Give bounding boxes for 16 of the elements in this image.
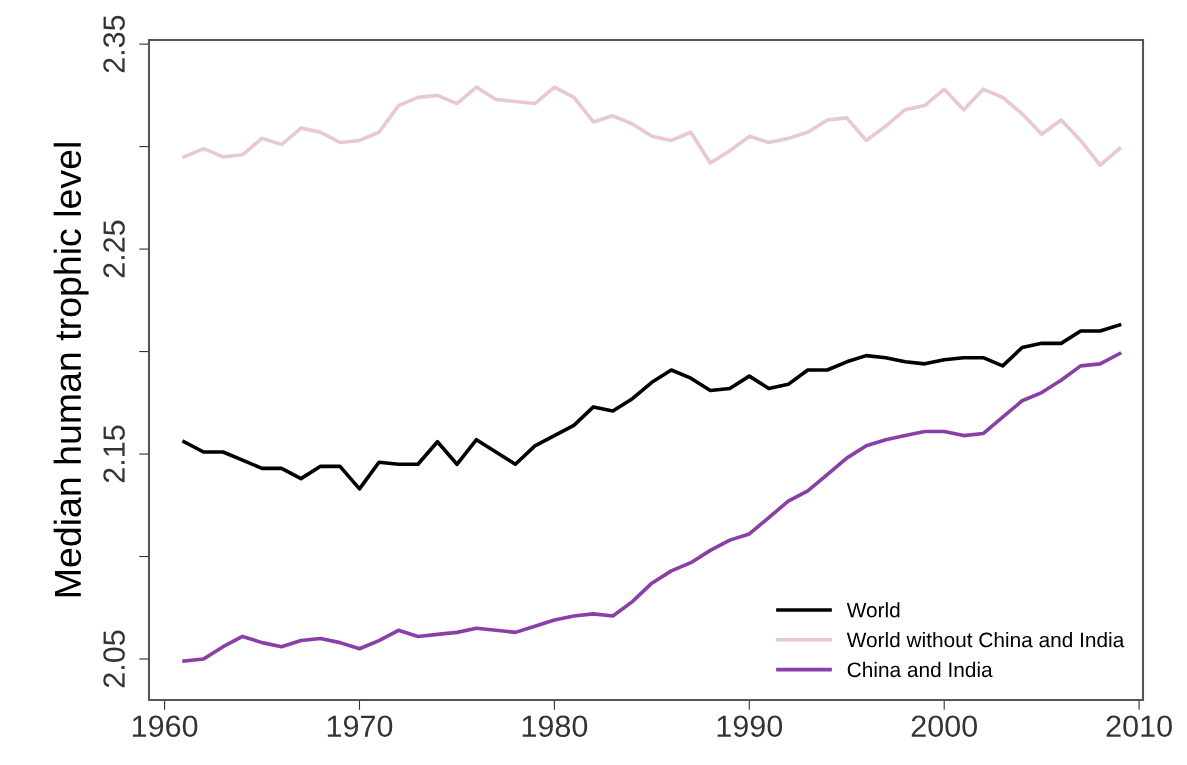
legend-label: World without China and India bbox=[846, 631, 1125, 648]
y-tick-label: 2.25 bbox=[103, 220, 125, 278]
legend-label: World bbox=[846, 602, 900, 618]
y-tick-label: 2.15 bbox=[103, 425, 125, 483]
y-tick-label: 2.05 bbox=[103, 630, 125, 688]
y-axis-title: Median human trophic level bbox=[53, 143, 89, 597]
x-tick-label: 1960 bbox=[132, 715, 198, 738]
legend-label: China and India bbox=[847, 661, 993, 678]
line-series bbox=[182, 85, 1122, 167]
x-tick-label: 1980 bbox=[522, 715, 588, 738]
x-tick-label: 1990 bbox=[717, 715, 783, 738]
x-tick-label: 1970 bbox=[327, 715, 393, 738]
x-tick-label: 2000 bbox=[911, 715, 977, 738]
y-tick-label: 2.35 bbox=[103, 15, 125, 73]
line-series bbox=[182, 323, 1122, 491]
x-tick-label: 2010 bbox=[1106, 715, 1172, 738]
